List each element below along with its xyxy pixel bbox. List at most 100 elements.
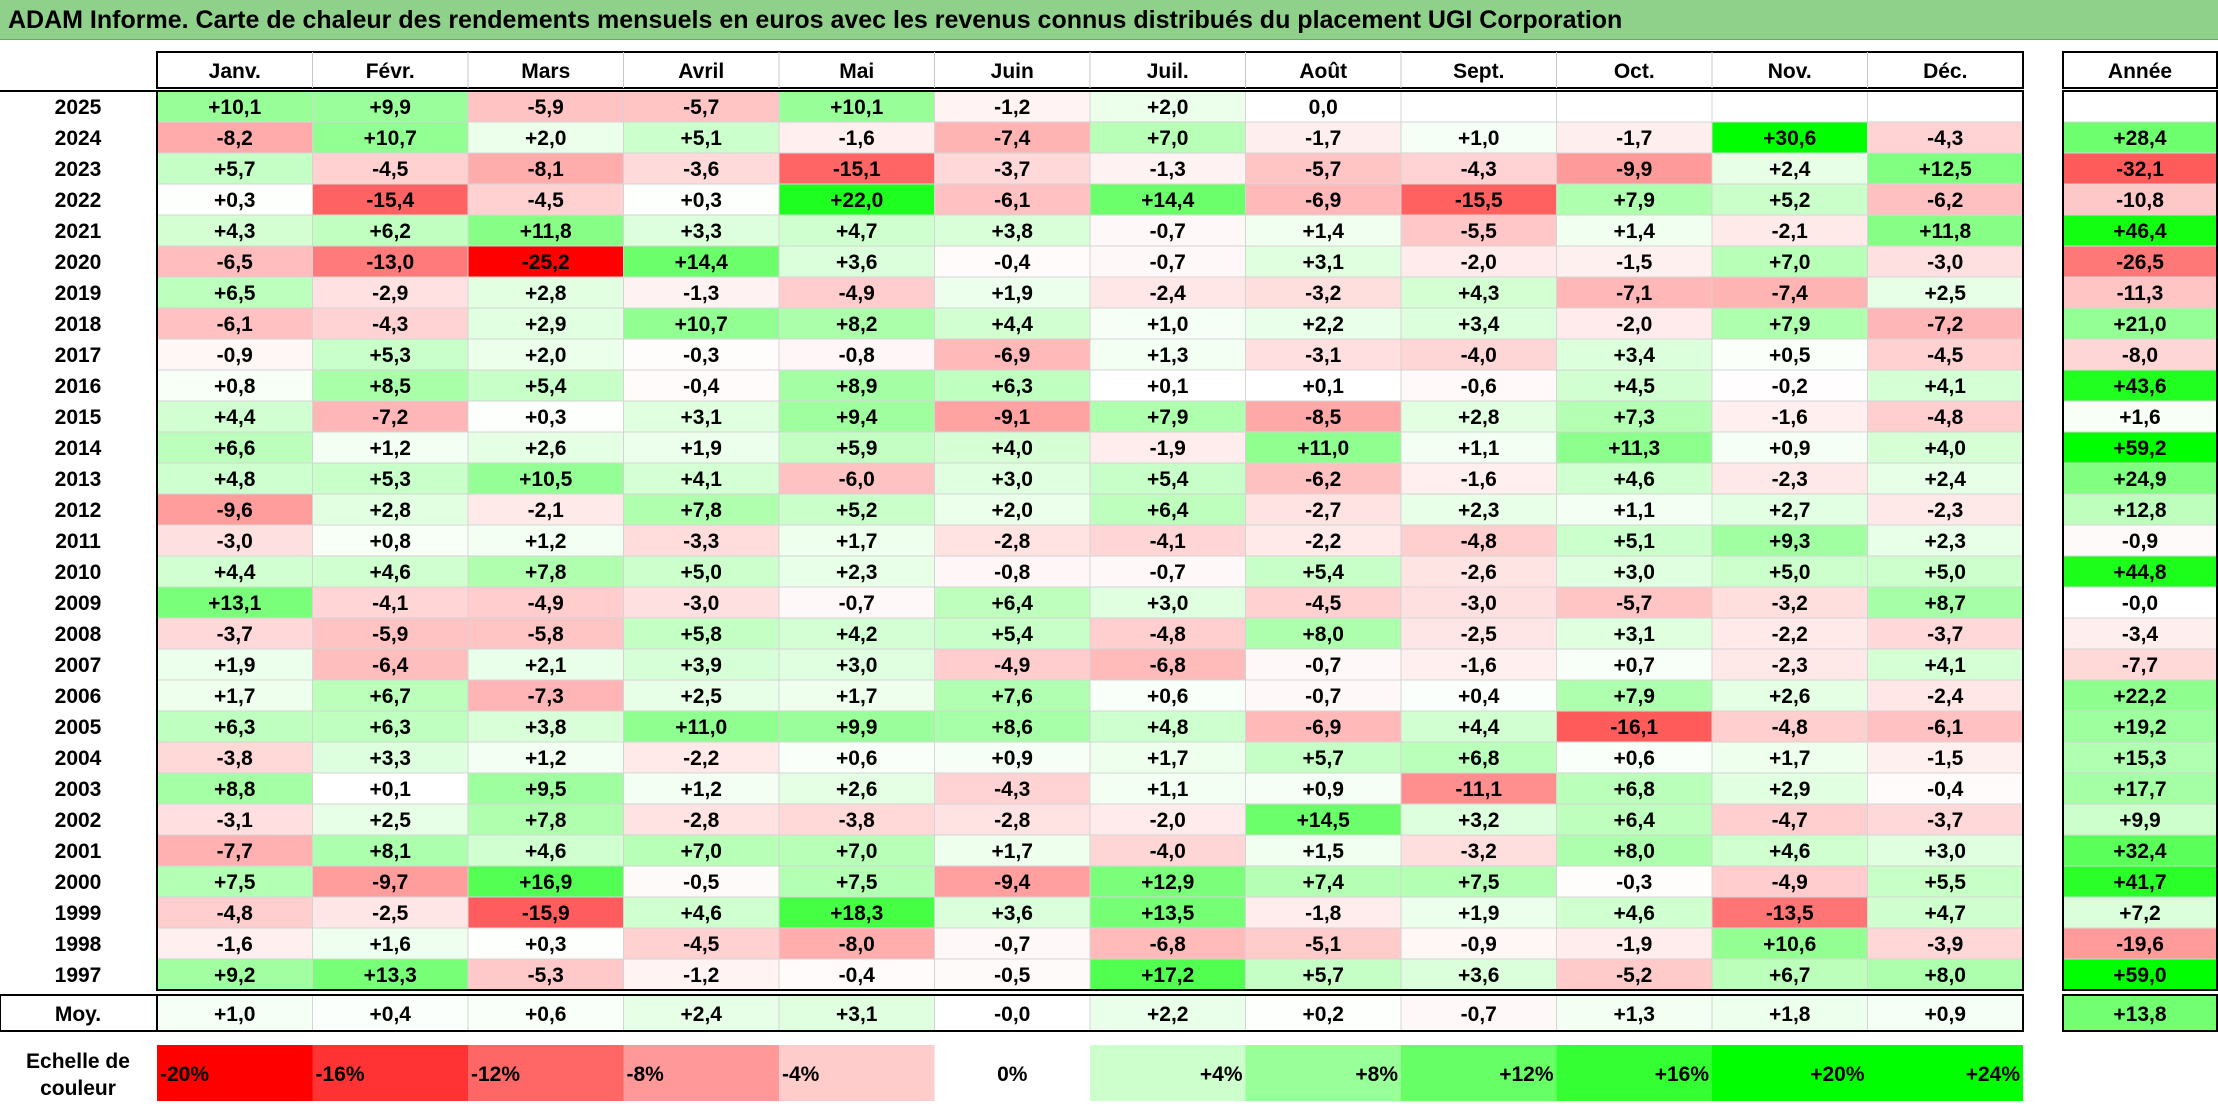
cell-value: +11,3 [1608, 437, 1660, 460]
cell-value: +4,4 [1458, 716, 1500, 739]
cell-value: +5,3 [370, 344, 411, 367]
cell-value: -16,1 [1610, 716, 1658, 739]
average-value: -0,0 [994, 1003, 1030, 1026]
cell-value: -11,1 [1455, 778, 1502, 801]
heat-cell [312, 617, 469, 650]
cell-value: -4,5 [528, 189, 565, 212]
cell-value: +0,7 [1614, 654, 1655, 677]
cell-value: -3,8 [839, 809, 876, 832]
cell-value: -4,0 [1461, 344, 1497, 367]
heat-cell [1400, 772, 1557, 805]
heat-cell [1400, 245, 1557, 278]
heat-cell [312, 307, 469, 340]
scale-step-label: +8% [1355, 1063, 1398, 1086]
year-label: 2008 [55, 623, 102, 646]
cell-value: -1,8 [1305, 902, 1342, 925]
annual-value: +44,8 [2113, 561, 2166, 584]
cell-value: -0,7 [1150, 251, 1186, 274]
month-header: Nov. [1768, 60, 1812, 83]
cell-value: +7,9 [1769, 313, 1810, 336]
cell-value: -1,9 [1150, 437, 1186, 460]
cell-value: -4,9 [994, 654, 1030, 677]
cell-value: +10,1 [208, 96, 261, 119]
cell-value: -13,0 [366, 251, 414, 274]
year-label: 2005 [55, 716, 102, 739]
scale-swatch [1867, 1045, 2023, 1101]
annual-value: +1,6 [2119, 406, 2160, 429]
heat-cell [156, 803, 313, 836]
heat-cell [1245, 90, 1402, 123]
cell-value: +1,4 [1614, 220, 1656, 243]
heat-cell [1400, 214, 1557, 247]
cell-value: +3,4 [1614, 344, 1656, 367]
cell-value: -1,6 [1772, 406, 1808, 429]
heat-cell [934, 834, 1091, 867]
month-header: Mai [839, 60, 874, 83]
scale-swatch [312, 1045, 468, 1101]
cell-value: +5,5 [1925, 871, 1967, 894]
cell-value: -6,2 [1305, 468, 1341, 491]
cell-value: +10,7 [675, 313, 728, 336]
heat-cell [1089, 896, 1246, 929]
year-label: 2010 [55, 561, 102, 584]
heat-cell [467, 741, 624, 774]
annual-cell [2062, 183, 2218, 216]
cell-value: +1,7 [836, 685, 877, 708]
heat-cell [1711, 369, 1868, 402]
average-cell [623, 994, 780, 1032]
heat-cell [1867, 896, 2024, 929]
cell-value: -5,7 [1305, 158, 1341, 181]
cell-value: +7,4 [1303, 871, 1345, 894]
cell-value: -2,7 [1305, 499, 1341, 522]
heat-cell [156, 741, 313, 774]
heat-cell [467, 152, 624, 185]
cell-value: +4,6 [370, 561, 411, 584]
cell-value: +0,3 [214, 189, 255, 212]
cell-value: +2,9 [1769, 778, 1810, 801]
heat-cell [623, 617, 780, 650]
cell-value: +2,8 [1458, 406, 1500, 429]
annual-cell [2062, 896, 2218, 929]
annual-value: +9,9 [2119, 809, 2160, 832]
average-annual-value: +13,8 [2113, 1003, 2166, 1026]
heat-cell [312, 772, 469, 805]
average-value: +0,6 [525, 1003, 566, 1026]
year-label: 2019 [55, 282, 102, 305]
heat-cell [778, 927, 935, 960]
heat-cell [1245, 679, 1402, 712]
cell-value: +3,6 [1458, 964, 1499, 987]
cell-value: +8,7 [1925, 592, 1966, 615]
heat-cell [623, 90, 780, 123]
cell-value: +4,3 [214, 220, 255, 243]
heat-cell [1400, 927, 1557, 960]
cell-value: +5,1 [1614, 530, 1656, 553]
heat-cell [1245, 958, 1402, 991]
heat-cell [1556, 152, 1713, 185]
heat-cell [156, 834, 313, 867]
cell-value: +3,9 [681, 654, 722, 677]
scale-step-label: -8% [627, 1063, 665, 1086]
cell-value: -0,9 [1461, 933, 1497, 956]
year-label: 2017 [55, 344, 102, 367]
heat-cell [778, 462, 935, 495]
annual-value: +15,3 [2113, 747, 2166, 770]
heat-cell [934, 152, 1091, 185]
month-header: Juin [991, 60, 1034, 83]
heat-cell [623, 741, 780, 774]
year-label: 2006 [55, 685, 102, 708]
cell-value: -5,2 [1616, 964, 1652, 987]
heat-cell [1867, 462, 2024, 495]
year-label: 2002 [55, 809, 102, 832]
cell-value: -1,3 [1150, 158, 1186, 181]
annual-cell [2062, 121, 2218, 154]
cell-value: -1,3 [683, 282, 719, 305]
heat-cell [1556, 245, 1713, 278]
cell-value: -0,6 [1461, 375, 1497, 398]
average-cell [1089, 994, 1246, 1032]
annual-cell [2062, 214, 2218, 247]
cell-value: +4,2 [836, 623, 877, 646]
heat-cell [1556, 617, 1713, 650]
year-label: 2025 [55, 96, 102, 119]
heat-cell [623, 586, 780, 619]
heat-cell [1089, 555, 1246, 588]
